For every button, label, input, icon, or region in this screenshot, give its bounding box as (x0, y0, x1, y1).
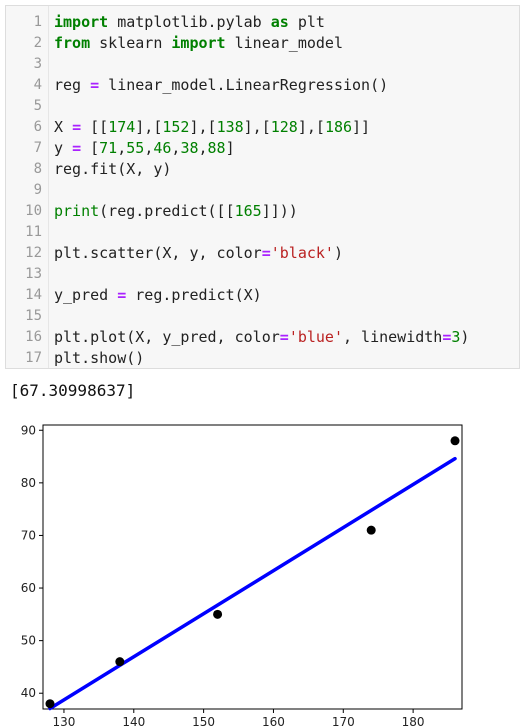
code-line[interactable]: 17 plt.show() (6, 348, 519, 369)
line-number: 2 (33, 35, 42, 51)
code-line[interactable]: 8 reg.fit(X, y) (6, 159, 519, 180)
line-number: 3 (33, 56, 42, 72)
x-tick-label: 170 (332, 715, 355, 728)
x-tick-label: 180 (402, 715, 425, 728)
code-line[interactable]: 9 (6, 180, 519, 201)
line-number: 11 (25, 224, 42, 240)
x-axis: 130 140 150 160 170 180 (52, 709, 425, 728)
plot-figure: 40 50 60 70 80 90 130 140 150 160 170 180 (21, 423, 463, 728)
x-tick-label: 150 (192, 715, 215, 728)
line-number: 10 (25, 203, 42, 219)
x-tick-label: 140 (122, 715, 145, 728)
scatter-point (450, 436, 460, 446)
line-number: 9 (33, 182, 42, 198)
line-number: 7 (33, 140, 42, 156)
code-text[interactable]: X = [[174],[152],[138],[128],[186]] (54, 118, 371, 136)
code-text[interactable]: reg.fit(X, y) (54, 160, 172, 178)
line-number: 12 (25, 245, 42, 261)
code-line[interactable]: 2 from sklearn import linear_model (6, 33, 519, 54)
code-line[interactable]: 12 plt.scatter(X, y, color='black') (6, 243, 519, 264)
y-axis: 40 50 60 70 80 90 (21, 423, 43, 700)
scatter-point (213, 609, 223, 619)
code-line[interactable]: 6 X = [[174],[152],[138],[128],[186]] (6, 117, 519, 138)
code-text[interactable]: y = [71,55,46,38,88] (54, 139, 235, 157)
code-text[interactable]: import matplotlib.pylab as plt (54, 13, 325, 31)
code-line[interactable]: 15 (6, 306, 519, 327)
code-text[interactable]: from sklearn import linear_model (54, 34, 343, 52)
code-text[interactable]: plt.show() (54, 349, 145, 367)
y-tick-label: 40 (21, 686, 36, 700)
code-text[interactable]: y_pred = reg.predict(X) (54, 286, 262, 304)
line-number: 5 (33, 98, 42, 114)
line-number: 17 (25, 350, 42, 366)
code-line[interactable]: 13 (6, 264, 519, 285)
code-cell[interactable]: 1 import matplotlib.pylab as plt 2 from skl… (5, 5, 520, 369)
code-text[interactable]: print(reg.predict([[165]])) (54, 202, 298, 220)
code-text[interactable]: reg = linear_model.LinearRegression() (54, 76, 389, 94)
scatter-point (45, 699, 55, 709)
line-number: 14 (25, 287, 42, 303)
line-number: 1 (33, 14, 42, 30)
code-line[interactable]: 4 reg = linear_model.LinearRegression() (6, 75, 519, 96)
code-line[interactable]: 11 (6, 222, 519, 243)
x-tick-label: 130 (52, 715, 75, 728)
line-number: 6 (33, 119, 42, 135)
y-tick-label: 90 (21, 423, 36, 437)
code-line[interactable]: 1 import matplotlib.pylab as plt (6, 12, 519, 33)
scatter-point (115, 657, 125, 667)
code-text[interactable]: plt.plot(X, y_pred, color='blue', linewi… (54, 328, 470, 346)
line-number: 16 (25, 329, 42, 345)
scatter-point-layer (45, 436, 460, 709)
code-line[interactable]: 7 y = [71,55,46,38,88] (6, 138, 519, 159)
code-line[interactable]: 16 plt.plot(X, y_pred, color='blue', line… (6, 327, 519, 348)
code-text[interactable]: plt.scatter(X, y, color='black') (54, 244, 343, 262)
y-tick-label: 70 (21, 528, 36, 542)
line-number: 4 (33, 77, 42, 93)
regression-line-layer (48, 456, 457, 711)
code-line[interactable]: 14 y_pred = reg.predict(X) (6, 285, 519, 306)
y-tick-label: 60 (21, 581, 36, 595)
plot-area-frame (42, 424, 463, 710)
line-number-gutter (6, 6, 49, 368)
y-tick-label: 50 (21, 634, 36, 648)
line-number: 15 (25, 308, 42, 324)
code-line[interactable]: 5 (6, 96, 519, 117)
scatter-point (366, 525, 376, 535)
line-number: 8 (33, 161, 42, 177)
cell-output-text: [67.30998637] (10, 381, 136, 400)
regression-line (48, 456, 457, 711)
x-tick-label: 160 (262, 715, 285, 728)
y-tick-label: 80 (21, 476, 36, 490)
code-line[interactable]: 3 (6, 54, 519, 75)
code-line[interactable]: 10 print(reg.predict([[165]])) (6, 201, 519, 222)
line-number: 13 (25, 266, 42, 282)
